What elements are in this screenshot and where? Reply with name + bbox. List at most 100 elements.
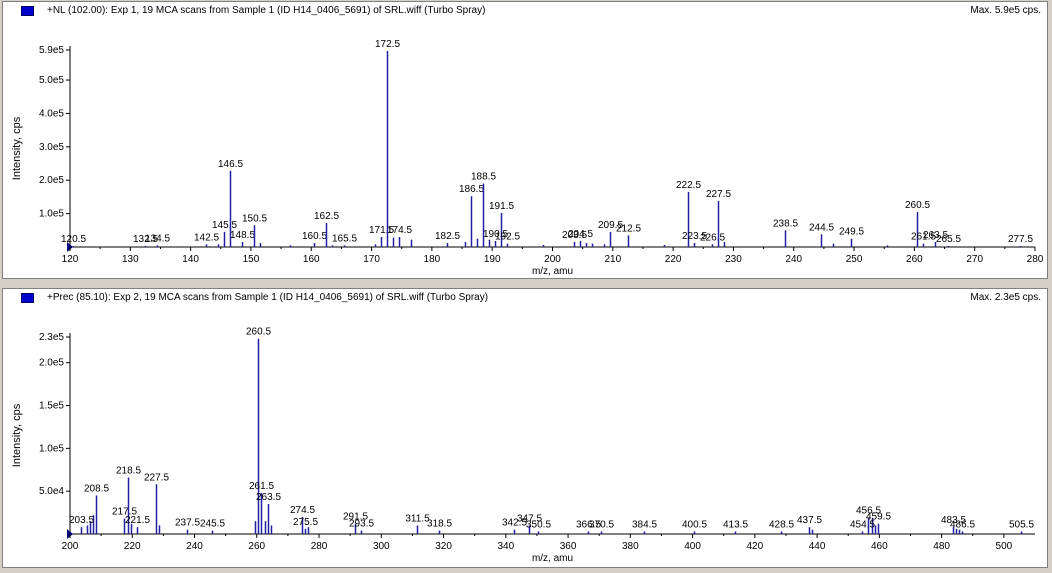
peak-label: 238.5 — [773, 218, 798, 229]
peak-label: 165.5 — [332, 233, 357, 244]
peak-label: 437.5 — [797, 515, 822, 526]
peak-label: 265.5 — [936, 234, 961, 245]
y-tick-label: 1.0e5 — [39, 209, 64, 220]
x-tick-label: 440 — [809, 541, 826, 552]
x-tick-label: 280 — [311, 541, 328, 552]
peak-label: 261.5 — [249, 481, 274, 492]
peak-label: 342.5 — [502, 518, 527, 529]
peak-label: 263.5 — [923, 230, 948, 241]
panel-header: +Prec (85.10): Exp 2, 19 MCA scans from … — [3, 289, 1047, 307]
peak-label: 223.5 — [682, 231, 707, 242]
y-tick-label: 5.0e4 — [39, 486, 64, 497]
peak-label: 212.5 — [616, 223, 641, 234]
peak-label: 454.5 — [850, 519, 875, 530]
x-tick-label: 200 — [62, 541, 79, 552]
x-tick-label: 220 — [665, 254, 682, 265]
peak-label: 260.5 — [246, 327, 271, 338]
x-tick-label: 230 — [725, 254, 742, 265]
peak-label: 218.5 — [116, 465, 141, 476]
peak-label: 384.5 — [632, 519, 657, 530]
max-intensity-label: Max. 2.3e5 cps. — [970, 292, 1041, 303]
peak-label: 483.5 — [941, 515, 966, 526]
x-tick-label: 480 — [933, 541, 950, 552]
x-tick-label: 500 — [996, 541, 1013, 552]
x-axis-title: m/z, amu — [532, 266, 573, 277]
peak-label: 456.5 — [856, 506, 881, 517]
max-intensity-label: Max. 5.9e5 cps. — [970, 5, 1041, 16]
x-tick-label: 160 — [303, 254, 320, 265]
peak-label: 347.5 — [517, 513, 542, 524]
peak-label: 227.5 — [144, 472, 169, 483]
peak-label: 413.5 — [723, 519, 748, 530]
y-tick-label: 2.3e5 — [39, 332, 64, 343]
spectrum-chart-prec[interactable]: 200 220 240 260 280 300 320 340 360 380 400 420 440 4… — [3, 289, 1047, 567]
spectrum-panel-nl: +NL (102.00): Exp 1, 19 MCA scans from S… — [2, 1, 1048, 279]
peak-label: 366.5 — [576, 519, 601, 530]
peak-label: 191.5 — [489, 201, 514, 212]
peak-label: 148.5 — [230, 230, 255, 241]
spectrum-panel-prec: +Prec (85.10): Exp 2, 19 MCA scans from … — [2, 288, 1048, 568]
y-axis-title: Intensity, cps — [11, 403, 23, 467]
peak-label: 263.5 — [256, 492, 281, 503]
y-tick-label: 4.0e5 — [39, 108, 64, 119]
peak-label: 293.5 — [349, 519, 374, 530]
panel-title: +NL (102.00): Exp 1, 19 MCA scans from S… — [47, 5, 486, 16]
x-tick-label: 150 — [243, 254, 260, 265]
peak-label: 318.5 — [427, 519, 452, 530]
peak-label: 311.5 — [405, 513, 430, 524]
peak-label: 486.5 — [950, 519, 975, 530]
peak-label: 428.5 — [769, 519, 794, 530]
peak-label: 226.5 — [700, 232, 725, 243]
y-tick-label: 5.9e5 — [39, 45, 64, 56]
peak-label: 192.5 — [495, 232, 520, 243]
peak-label: 222.5 — [676, 180, 701, 191]
peak-label: 182.5 — [435, 231, 460, 242]
peak-label: 400.5 — [682, 519, 707, 530]
peak-label: 237.5 — [175, 518, 200, 529]
x-tick-label: 260 — [906, 254, 923, 265]
y-tick-label: 1.5e5 — [39, 401, 64, 412]
panel-title: +Prec (85.10): Exp 2, 19 MCA scans from … — [47, 292, 489, 303]
panel-header: +NL (102.00): Exp 1, 19 MCA scans from S… — [3, 2, 1047, 20]
x-tick-label: 340 — [497, 541, 514, 552]
peak-label: 221.5 — [125, 515, 150, 526]
peak-label: 172.5 — [375, 39, 400, 50]
peak-label: 174.5 — [387, 225, 412, 236]
x-tick-label: 190 — [484, 254, 501, 265]
series-swatch[interactable] — [21, 6, 34, 16]
spectrum-chart-nl[interactable]: 120 130 140 150 160 170 180 190 200 210 220 230 240 2… — [3, 2, 1047, 278]
y-tick-label: 2.0e5 — [39, 175, 64, 186]
peak-label: 227.5 — [706, 189, 731, 200]
x-tick-label: 120 — [62, 254, 79, 265]
peak-label: 186.5 — [459, 184, 484, 195]
x-tick-label: 200 — [544, 254, 561, 265]
peak-label: 142.5 — [194, 232, 219, 243]
x-tick-label: 130 — [122, 254, 139, 265]
x-tick-label: 420 — [746, 541, 763, 552]
peak-label: 209.5 — [598, 220, 623, 231]
peak-label: 132.5 — [133, 234, 158, 245]
x-tick-label: 360 — [560, 541, 577, 552]
peak-label: 277.5 — [1008, 234, 1033, 245]
x-tick-label: 280 — [1027, 254, 1044, 265]
y-tick-label: 1.0e5 — [39, 443, 64, 454]
x-tick-label: 260 — [248, 541, 265, 552]
peak-label: 370.5 — [589, 519, 614, 530]
peak-label: 275.5 — [293, 517, 318, 528]
x-tick-label: 140 — [182, 254, 199, 265]
x-tick-label: 380 — [622, 541, 639, 552]
series-swatch[interactable] — [21, 293, 34, 303]
peak-label: 203.5 — [69, 515, 94, 526]
x-tick-label: 460 — [871, 541, 888, 552]
peak-label: 134.5 — [145, 233, 170, 244]
x-axis-title: m/z, amu — [532, 553, 573, 564]
peak-label: 145.5 — [212, 220, 237, 231]
peak-label: 162.5 — [314, 211, 339, 222]
x-tick-label: 180 — [424, 254, 441, 265]
x-tick-label: 270 — [966, 254, 983, 265]
x-tick-label: 300 — [373, 541, 390, 552]
y-tick-label: 5.0e5 — [39, 75, 64, 86]
peak-label: 208.5 — [84, 483, 109, 494]
y-tick-label: 3.0e5 — [39, 142, 64, 153]
x-tick-label: 240 — [186, 541, 203, 552]
